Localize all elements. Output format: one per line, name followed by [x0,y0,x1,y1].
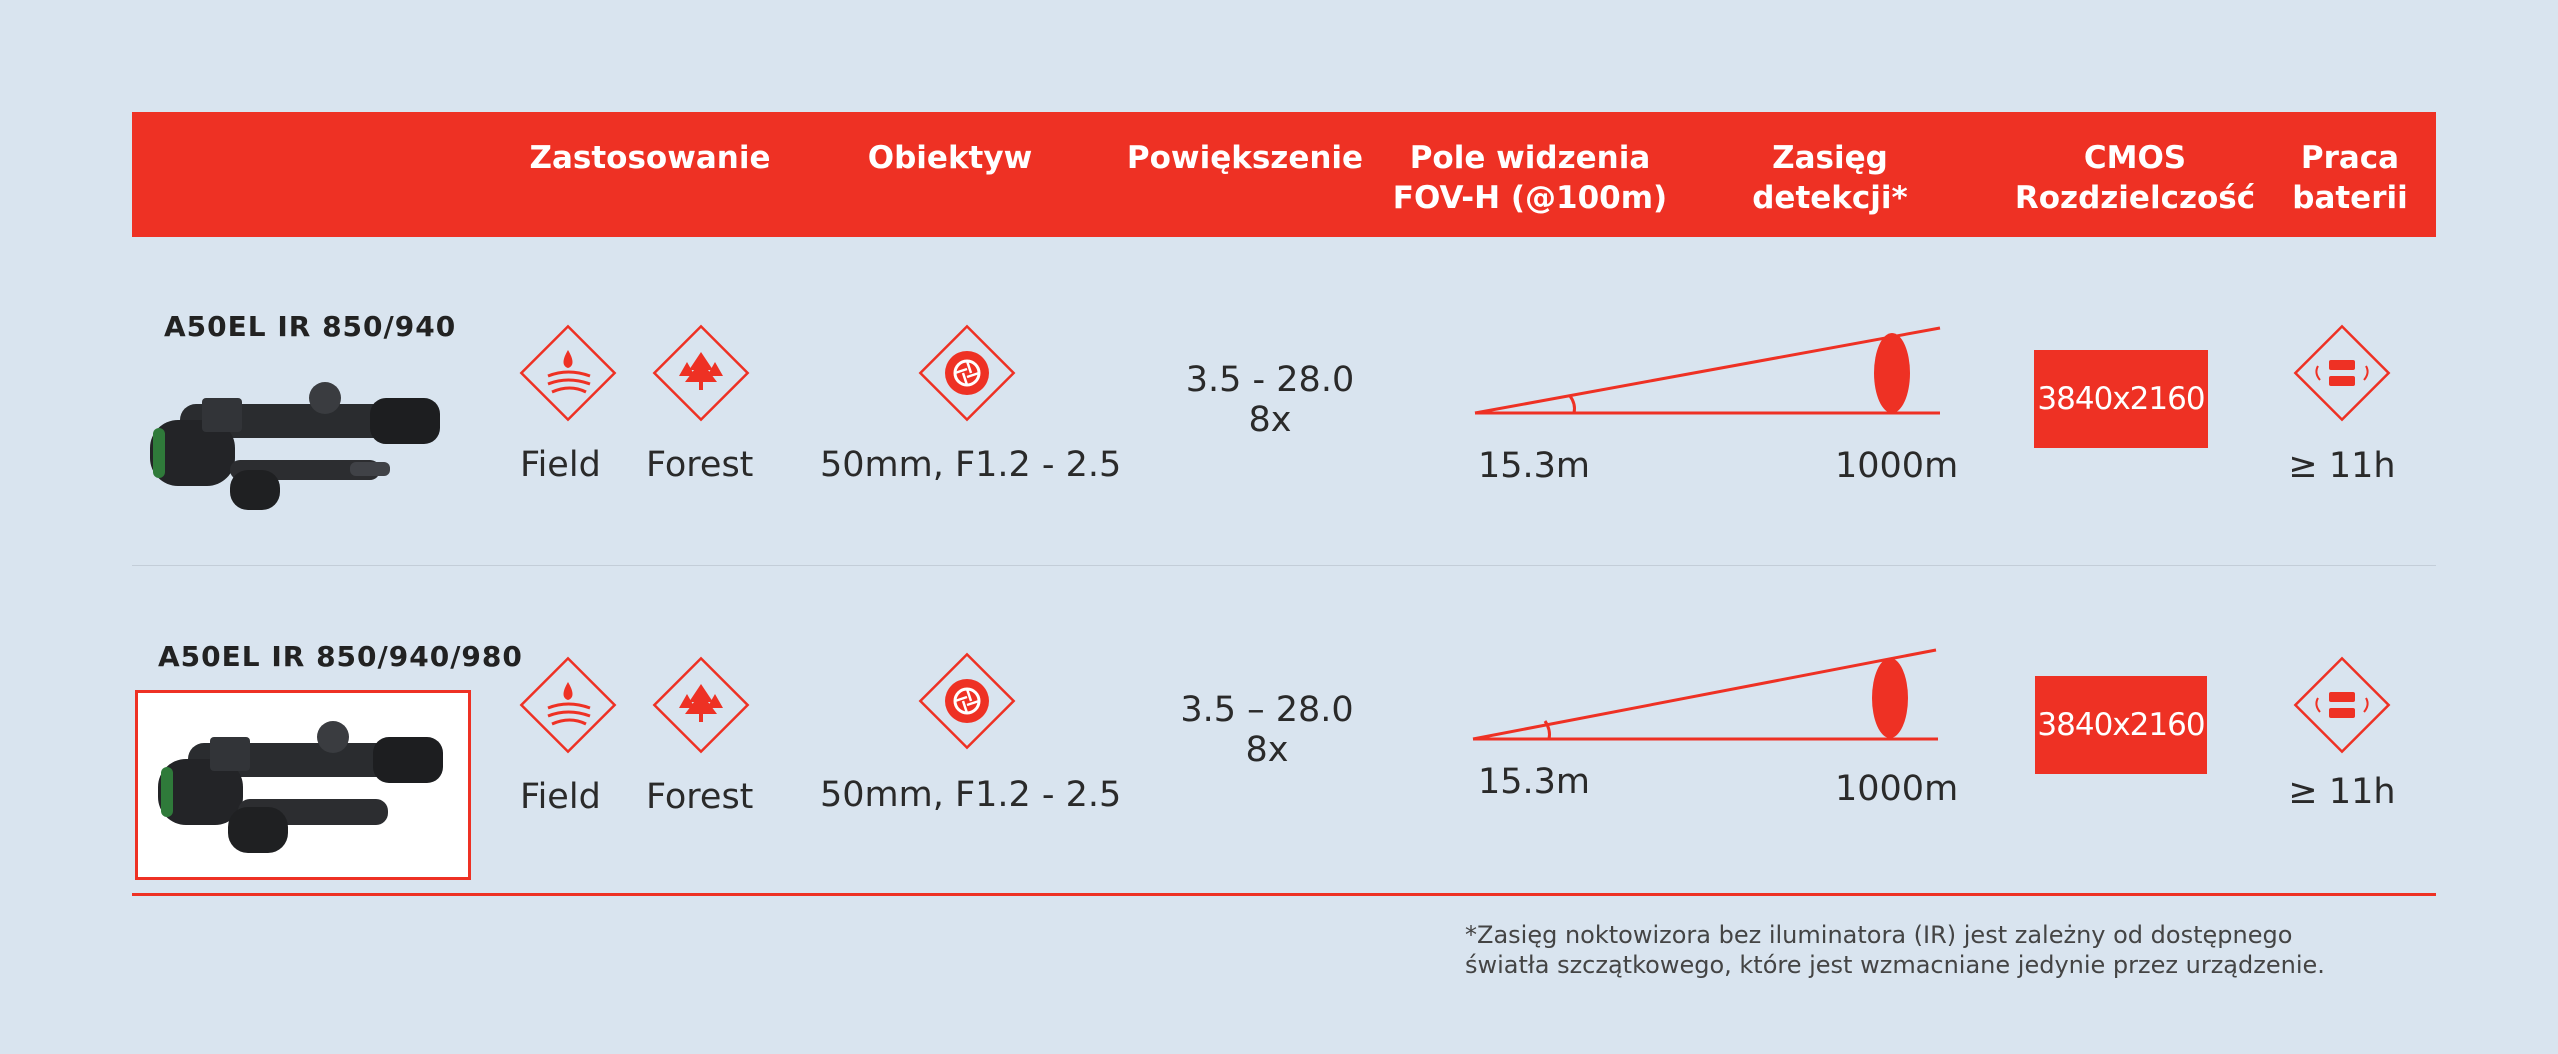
aperture-icon [918,652,1016,750]
field-icon [519,656,617,754]
header-range: Zasięg detekcji* [1752,140,1908,216]
header-application: Zastosowanie [529,140,771,176]
magnification-spec: 3.5 – 28.0 8x [1137,690,1397,770]
header-battery: Praca baterii [2292,140,2408,216]
battery-value: ≥ 11h [2288,772,2396,812]
resolution-value: 3840x2160 [2037,707,2205,743]
resolution-badge: 3840x2160 [2035,676,2207,774]
battery-icon [2293,656,2391,754]
range-cone-icon [1474,326,1941,415]
magnification-base: 8x [1245,730,1289,770]
aperture-icon [918,324,1016,422]
model-name: A50EL IR 850/940 [164,310,457,343]
battery-value: ≥ 11h [2288,446,2396,486]
lens-spec: 50mm, F1.2 - 2.5 [820,775,1122,815]
resolution-value: 3840x2160 [2037,381,2205,417]
magnification-range: 3.5 - 28.0 [1185,360,1355,400]
header-cmos: CMOS Rozdzielczość [2014,140,2256,216]
range-value: 1000m [1835,769,1959,809]
header-fov: Pole widzenia FOV-H (@100m) [1392,140,1668,216]
magnification-base: 8x [1248,400,1292,440]
use-forest-label: Forest [646,777,754,817]
footnote-line1: *Zasięg noktowizora bez iluminatora (IR)… [1465,921,2293,949]
product-image-frame [135,690,471,880]
header-bar [132,112,2436,237]
model-name: A50EL IR 850/940/980 [158,640,523,673]
forest-icon [652,324,750,422]
range-value: 1000m [1835,446,1959,486]
footnote: *Zasięg noktowizora bez iluminatora (IR)… [1465,920,2325,980]
forest-icon [652,656,750,754]
magnification-range: 3.5 – 28.0 [1180,690,1354,730]
header-lens: Obiektyw [867,140,1033,176]
field-icon [519,324,617,422]
footnote-line2: światła szczątkowego, które jest wzmacni… [1465,951,2325,979]
battery-icon [2293,324,2391,422]
table-bottom-line [132,893,2436,896]
use-field-label: Field [520,445,601,485]
rifle-scope-image [150,382,440,510]
fov-value: 15.3m [1478,446,1591,486]
row-divider [132,565,2436,566]
fov-value: 15.3m [1478,762,1591,802]
lens-spec: 50mm, F1.2 - 2.5 [820,445,1122,485]
resolution-badge: 3840x2160 [2034,350,2208,448]
use-field-label: Field [520,777,601,817]
use-forest-label: Forest [646,445,754,485]
range-cone-icon [1472,648,1938,741]
magnification-spec: 3.5 - 28.0 8x [1140,360,1400,440]
rifle-scope-image [158,721,443,853]
header-magnification: Powiększenie [1126,140,1364,176]
